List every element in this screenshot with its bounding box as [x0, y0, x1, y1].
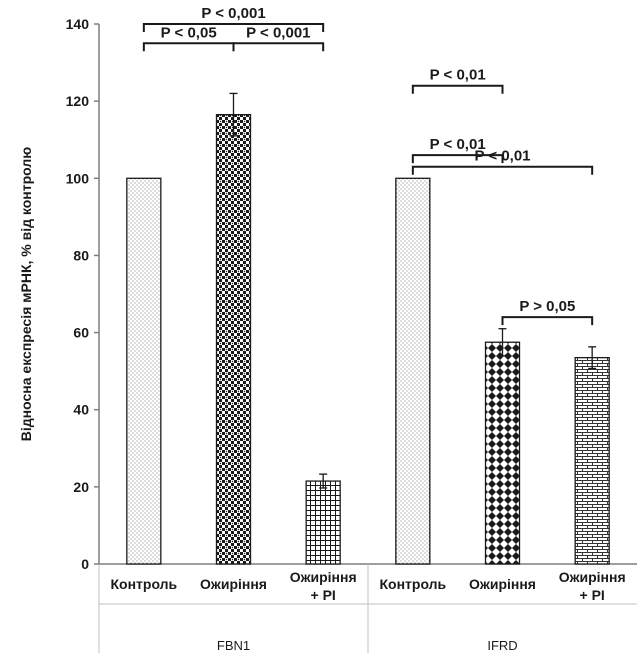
bar — [305, 480, 341, 565]
category-label: Ожиріння — [469, 576, 536, 592]
significance-bracket — [411, 154, 504, 164]
y-tick-label: 60 — [73, 325, 89, 341]
category-label: Ожиріння — [290, 569, 357, 585]
y-tick-label: 40 — [73, 402, 89, 418]
y-tick-label: 0 — [81, 556, 89, 572]
significance-label: P < 0,01 — [474, 148, 530, 165]
significance-label: P < 0,01 — [430, 136, 486, 153]
significance-bracket — [142, 23, 325, 32]
y-tick-label: 140 — [66, 16, 90, 32]
bar — [395, 177, 431, 565]
category-label: + РІ — [311, 587, 336, 603]
significance-label: P > 0,05 — [519, 298, 575, 315]
y-tick-label: 120 — [66, 93, 90, 109]
bar — [126, 177, 162, 565]
category-label: Ожиріння — [200, 576, 267, 592]
group-label: IFRD — [487, 638, 517, 653]
y-tick-label: 100 — [66, 170, 90, 186]
group-label: FBN1 — [217, 638, 250, 653]
bar — [484, 341, 521, 565]
y-tick-label: 80 — [73, 247, 89, 263]
significance-label: P < 0,001 — [201, 5, 265, 22]
significance-label: P < 0,01 — [430, 67, 486, 84]
significance-bracket — [411, 84, 504, 94]
bar — [574, 356, 610, 565]
category-label: + РІ — [580, 587, 605, 603]
significance-label: P < 0,05 — [161, 24, 217, 41]
category-label: Ожиріння — [559, 569, 626, 585]
significance-bracket — [142, 42, 235, 52]
category-label: Контроль — [379, 576, 446, 592]
y-tick-label: 20 — [73, 479, 89, 495]
significance-bracket — [411, 165, 594, 175]
significance-label: P < 0,001 — [246, 24, 310, 41]
significance-bracket — [501, 316, 594, 326]
bar — [215, 113, 252, 565]
significance-bracket — [232, 42, 325, 52]
category-label: Контроль — [110, 576, 177, 592]
y-axis-label: Відносна експресія мРНК, % від контролю — [18, 147, 34, 441]
